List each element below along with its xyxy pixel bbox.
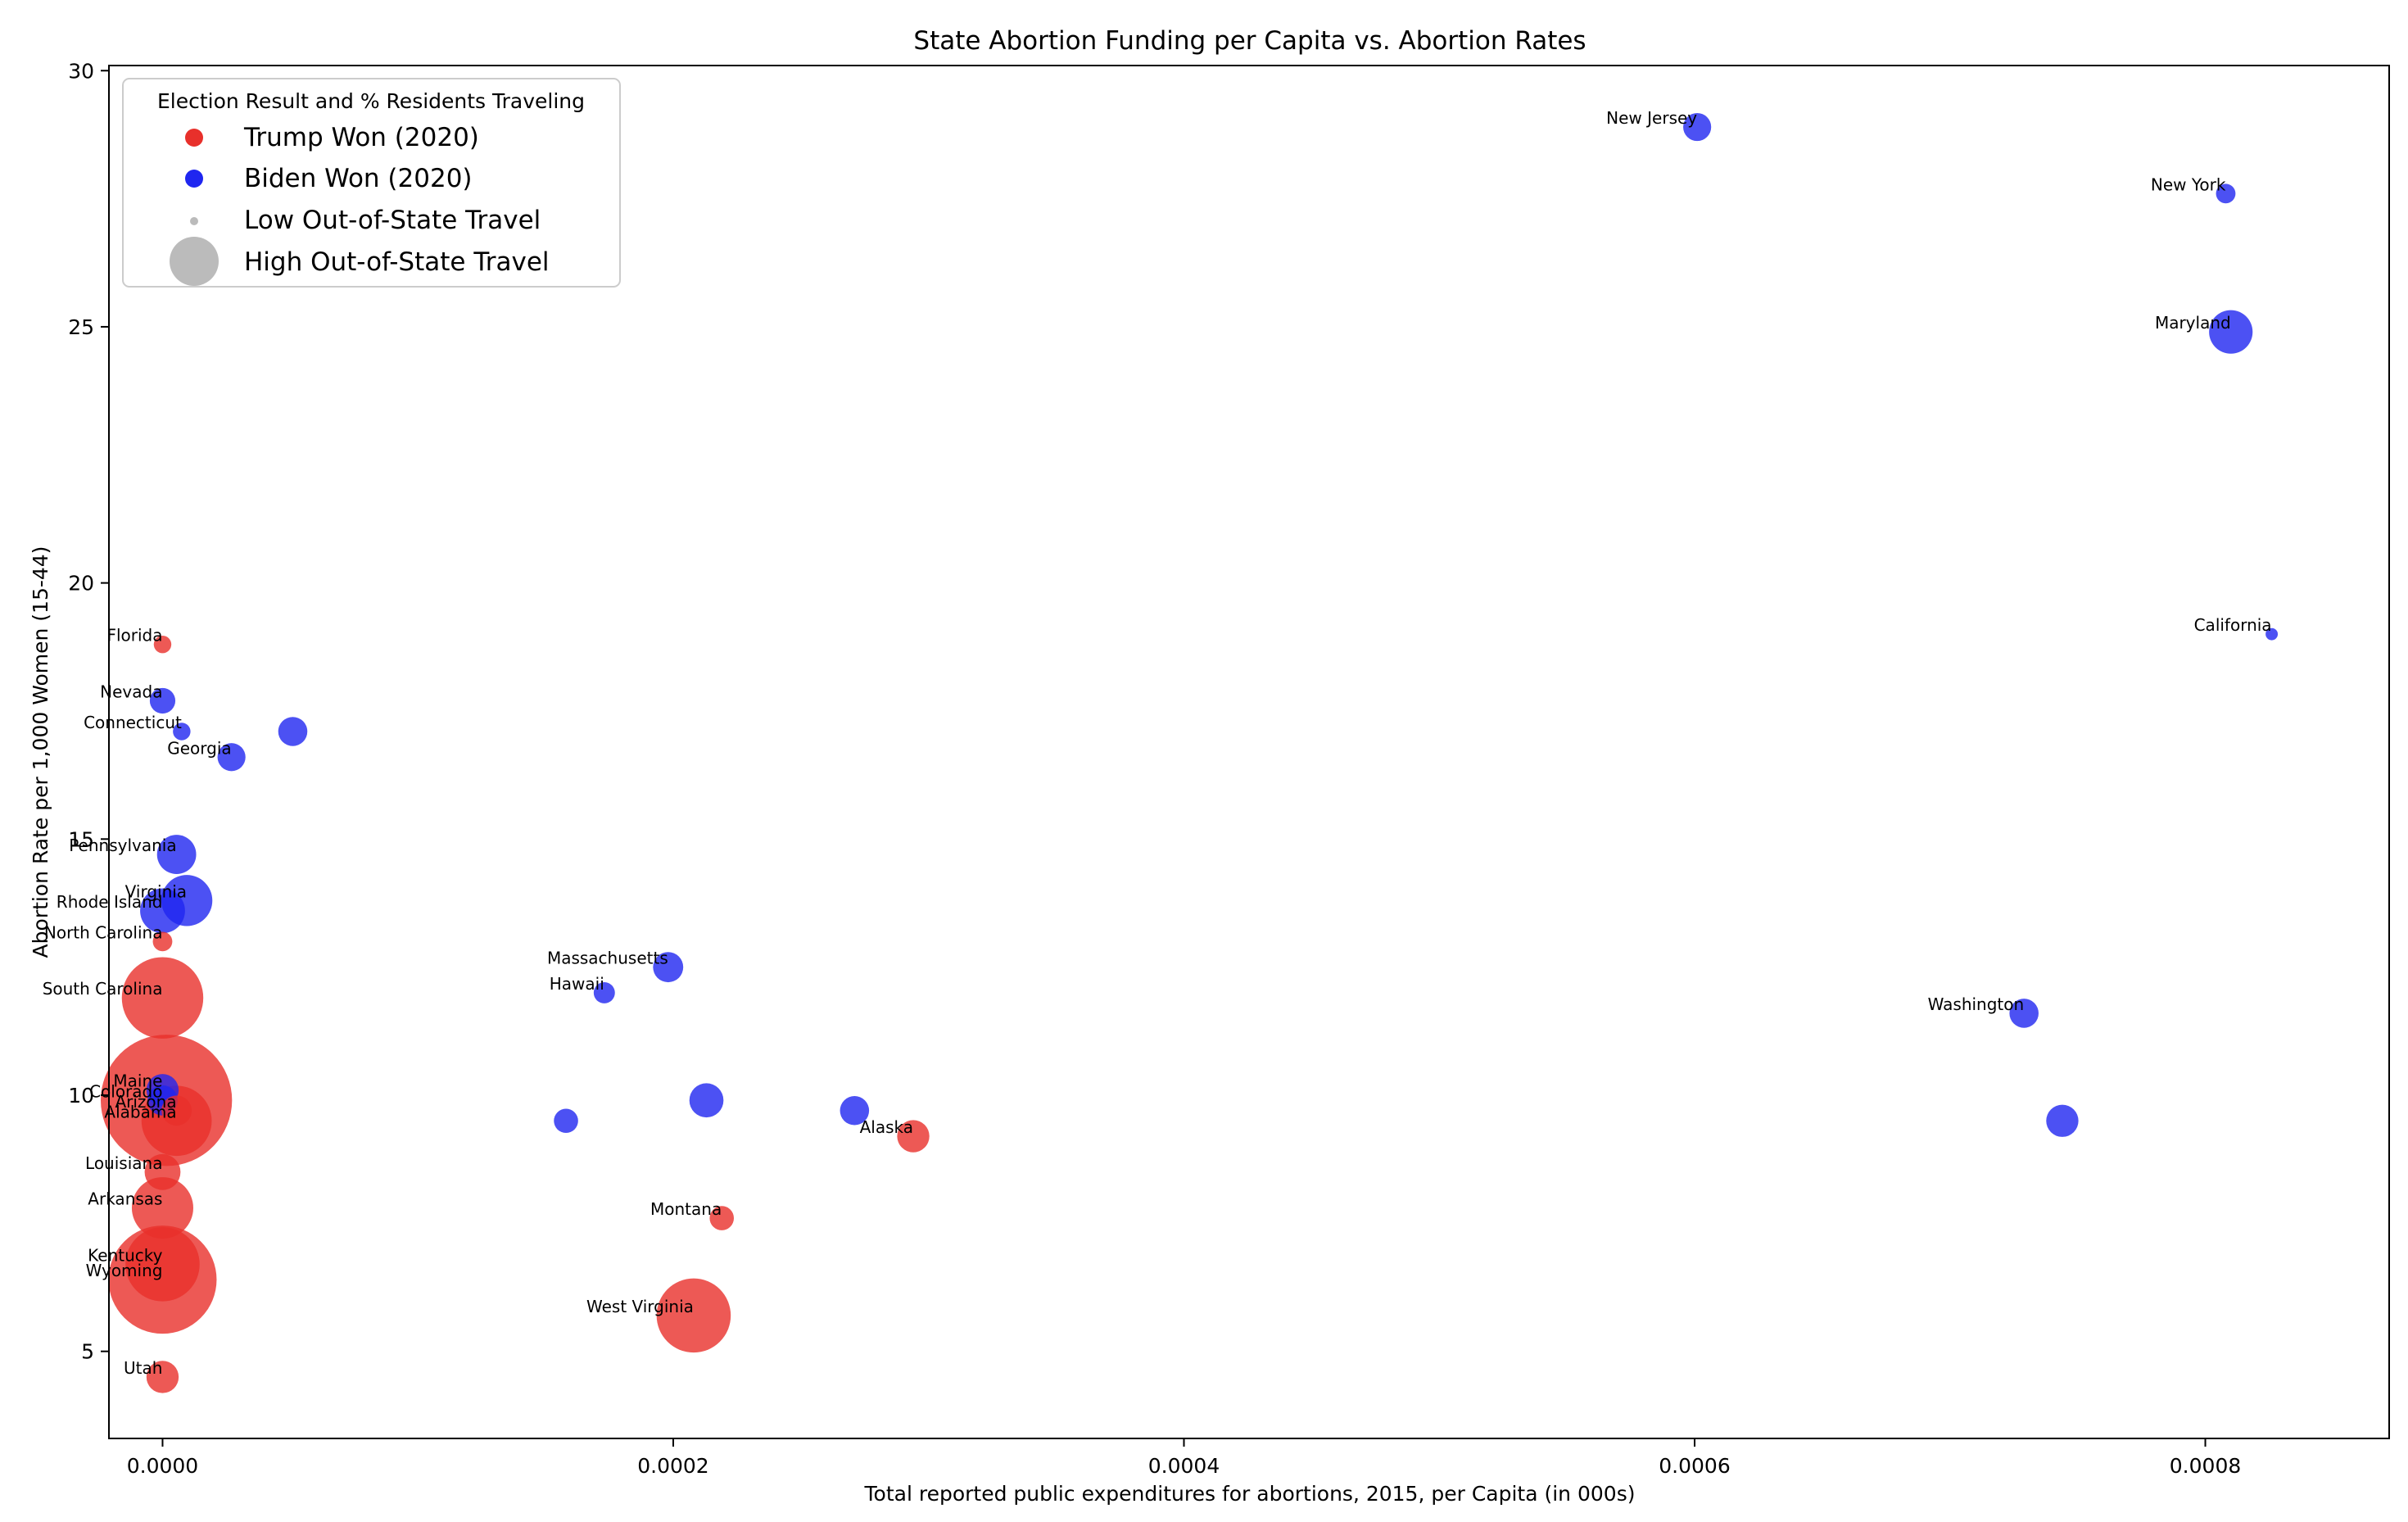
point-label: North Carolina xyxy=(44,922,163,942)
x-axis: 0.0000 0.0002 0.0004 0.0006 0.0008 xyxy=(127,1438,2241,1478)
point-label: Connecticut xyxy=(84,713,182,732)
data-point xyxy=(2209,310,2253,354)
data-point xyxy=(278,717,308,746)
data-point xyxy=(156,835,197,874)
y-axis: 5 10 15 20 25 30 xyxy=(68,59,109,1364)
point-label: Virginia xyxy=(125,881,187,901)
point-label: Maine xyxy=(113,1071,162,1091)
data-point xyxy=(897,1120,930,1153)
data-point xyxy=(689,1083,724,1118)
legend: Election Result and % Residents Travelin… xyxy=(122,78,621,288)
data-point xyxy=(2009,999,2039,1028)
data-point xyxy=(153,635,172,654)
data-point xyxy=(2216,183,2236,204)
point-label: Maryland xyxy=(2155,313,2231,333)
point-label: Nevada xyxy=(100,682,162,701)
point-label: Pennsylvania xyxy=(69,836,176,855)
data-point xyxy=(173,722,191,741)
legend-trump-label: Trump Won (2020) xyxy=(243,123,479,152)
legend-biden-label: Biden Won (2020) xyxy=(244,164,473,193)
data-point xyxy=(2046,1104,2079,1137)
data-point xyxy=(161,1095,192,1126)
point-label: New Jersey xyxy=(1606,108,1697,128)
y-tick-label: 15 xyxy=(68,827,94,851)
plot-area-frame xyxy=(108,65,2390,1439)
data-point xyxy=(131,1177,193,1239)
x-tick-label: 0.0002 xyxy=(637,1454,708,1478)
data-point xyxy=(554,1108,578,1134)
legend-low-travel-marker xyxy=(190,217,198,225)
point-label: New York xyxy=(2151,174,2226,194)
point-label: Arkansas xyxy=(88,1189,162,1209)
data-point xyxy=(140,888,185,934)
point-label: Alabama xyxy=(104,1102,176,1121)
point-label: Wyoming xyxy=(86,1261,163,1280)
y-tick-label: 25 xyxy=(68,315,94,339)
point-label: Massachusetts xyxy=(547,949,668,968)
legend-high-travel-label: High Out-of-State Travel xyxy=(244,247,550,277)
x-tick-label: 0.0000 xyxy=(127,1454,198,1478)
legend-title: Election Result and % Residents Travelin… xyxy=(157,89,585,113)
point-label: South Carolina xyxy=(43,979,163,999)
point-label: Colorado xyxy=(89,1081,162,1101)
x-tick-label: 0.0008 xyxy=(2170,1454,2241,1478)
data-point xyxy=(2265,627,2279,641)
legend-trump-marker xyxy=(185,129,203,147)
data-point xyxy=(709,1206,735,1230)
point-label: California xyxy=(2194,615,2272,635)
y-tick-label: 30 xyxy=(68,59,94,83)
data-point xyxy=(1683,112,1712,142)
y-axis-label: Abortion Rate per 1,000 Women (15-44) xyxy=(29,546,52,958)
data-point xyxy=(840,1095,870,1126)
y-tick-label: 10 xyxy=(68,1084,94,1108)
data-point xyxy=(653,952,684,983)
x-tick-label: 0.0006 xyxy=(1659,1454,1730,1478)
point-label: Utah xyxy=(124,1358,162,1378)
chart-title: State Abortion Funding per Capita vs. Ab… xyxy=(913,26,1586,56)
legend-biden-marker xyxy=(185,170,203,188)
x-tick-label: 0.0004 xyxy=(1148,1454,1220,1478)
data-point xyxy=(593,981,615,1003)
data-point xyxy=(656,1278,731,1353)
point-label: Kentucky xyxy=(88,1245,162,1265)
point-label: Alaska xyxy=(860,1117,913,1137)
point-label: Hawaii xyxy=(550,974,604,994)
data-point xyxy=(125,1227,200,1302)
point-label: Georgia xyxy=(167,738,231,758)
x-axis-label: Total reported public expenditures for a… xyxy=(864,1482,1636,1506)
point-label: Arizona xyxy=(115,1092,176,1112)
point-label: Washington xyxy=(1928,994,2025,1014)
data-point xyxy=(217,743,246,772)
legend-low-travel-label: Low Out-of-State Travel xyxy=(244,206,541,235)
y-tick-label: 5 xyxy=(81,1340,94,1364)
point-label: Florida xyxy=(106,626,162,645)
data-point xyxy=(121,957,204,1039)
y-tick-label: 20 xyxy=(68,572,94,596)
legend-high-travel-marker xyxy=(170,237,219,286)
point-label: Louisiana xyxy=(85,1153,162,1173)
point-label: Montana xyxy=(650,1199,722,1219)
point-label: West Virginia xyxy=(586,1297,694,1316)
data-point xyxy=(152,931,173,952)
data-point xyxy=(144,1153,181,1190)
legend-box xyxy=(122,78,621,288)
data-point xyxy=(149,687,176,714)
data-point xyxy=(146,1361,179,1393)
points-layer xyxy=(100,112,2279,1393)
point-labels-layer: New Jersey New York Maryland California Flor… xyxy=(43,108,2272,1378)
